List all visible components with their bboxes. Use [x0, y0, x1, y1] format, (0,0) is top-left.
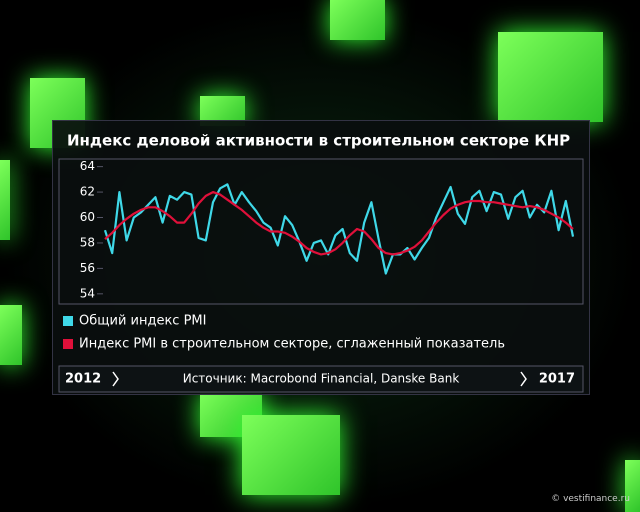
y-tick-label: 64	[80, 159, 95, 173]
chart-title: Индекс деловой активности в строительном…	[67, 132, 570, 150]
footer-start: 2012	[65, 372, 101, 387]
legend-label: Общий индекс PMI	[79, 314, 206, 329]
line	[103, 183, 575, 275]
y-tick-label: 60	[80, 210, 95, 224]
legend-label: Индекс PMI в строительном секторе, сглаж…	[79, 337, 505, 352]
legend-swatch	[63, 316, 73, 326]
legend-swatch	[63, 339, 73, 349]
arrow	[520, 371, 527, 387]
chart: Индекс деловой активности в строительном…	[58, 132, 584, 393]
cube	[625, 460, 640, 512]
plot-frame	[58, 158, 584, 305]
cube	[498, 32, 603, 122]
footer-source: Источник: Macrobond Financial, Danske Ba…	[183, 372, 460, 386]
y-tick-label: 58	[80, 235, 95, 249]
cube	[0, 305, 22, 365]
watermark: © vestifinance.ru	[551, 494, 630, 504]
y-tick-label: 56	[80, 261, 95, 275]
footer-bar	[58, 365, 584, 393]
arrow	[112, 371, 119, 387]
y-tick-label: 62	[80, 185, 95, 199]
cube	[0, 160, 10, 240]
chart-panel: Индекс деловой активности в строительном…	[52, 120, 590, 395]
y-tick-label: 54	[80, 286, 95, 300]
footer-end: 2017	[539, 372, 575, 387]
line	[104, 191, 574, 256]
cube	[330, 0, 385, 40]
cube	[242, 415, 340, 495]
